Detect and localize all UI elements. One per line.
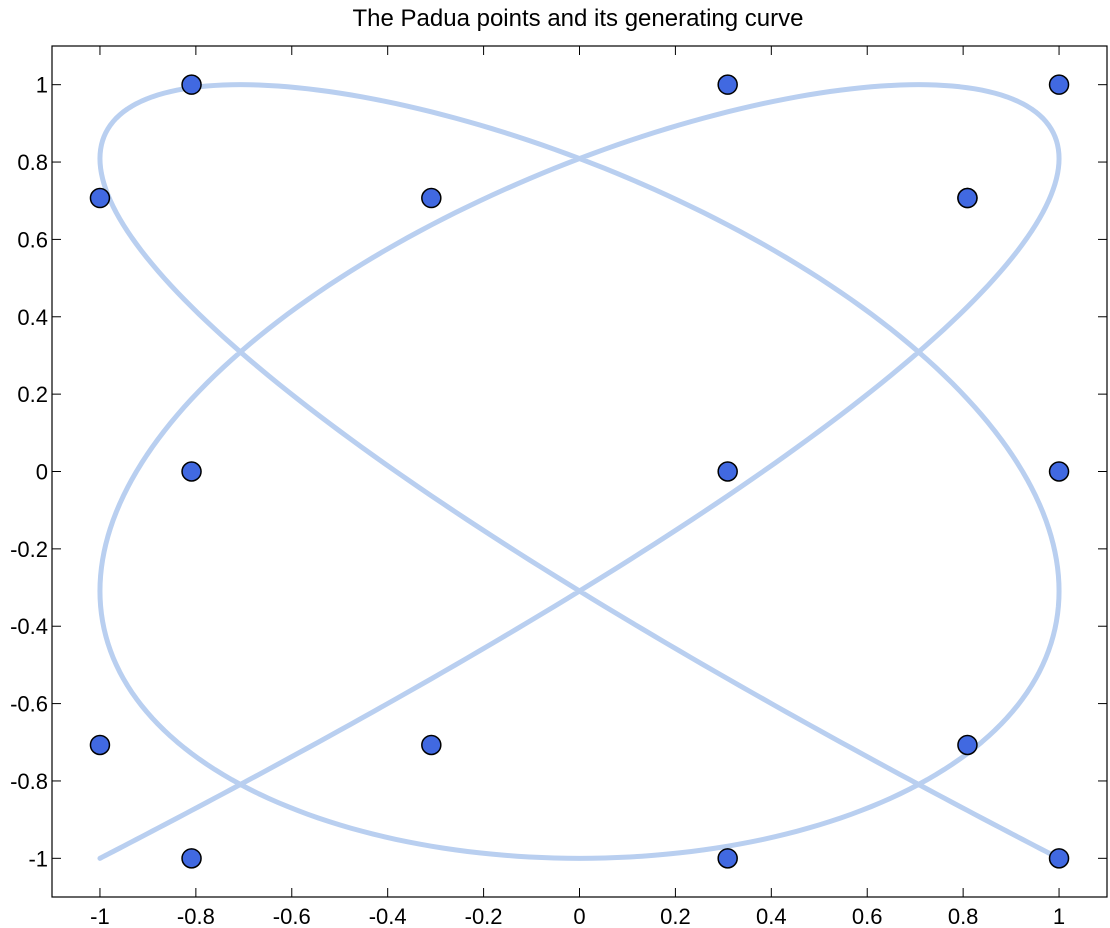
- generating-curve: [97, 82, 1062, 861]
- x-tick-label: -0.8: [177, 904, 215, 928]
- plot-frame: [51, 45, 1108, 898]
- y-tick-labels: -1 -0.8 -0.6 -0.4 -0.2 0 0.2 0.4 0.6 0.8 1: [10, 73, 48, 872]
- padua-point: [957, 187, 978, 209]
- padua-point: [717, 74, 738, 95]
- y-tick-label: 0.2: [17, 382, 48, 407]
- y-tick-label: 0.8: [17, 150, 48, 175]
- y-tick-label: 0.4: [17, 305, 48, 330]
- padua-point: [421, 187, 442, 209]
- padua-point: [181, 74, 202, 95]
- padua-point: [957, 734, 978, 756]
- padua-point: [717, 848, 738, 869]
- padua-point: [89, 734, 111, 756]
- y-tick-label: 1: [36, 73, 48, 98]
- y-tick-label: -1: [28, 846, 48, 871]
- padua-point: [421, 734, 442, 756]
- x-tick-label: 0.8: [948, 904, 979, 928]
- x-tick-label: 1: [1053, 904, 1065, 928]
- padua-point: [181, 848, 202, 869]
- y-tick-label: 0: [36, 460, 48, 485]
- plot-area: [52, 46, 1107, 897]
- x-tick-label: -0.4: [369, 904, 407, 928]
- x-tick-label: -0.6: [273, 904, 311, 928]
- y-tick-label: -0.8: [10, 769, 48, 794]
- padua-points-layer: [89, 74, 1070, 869]
- chart-title: The Padua points and its generating curv…: [353, 5, 804, 32]
- x-tick-label: 0.6: [852, 904, 883, 928]
- x-tick-label: 0.4: [756, 904, 787, 928]
- generating-curve-layer: [97, 82, 1062, 861]
- y-tick-label: -0.4: [10, 614, 48, 639]
- padua-point: [1048, 74, 1070, 95]
- y-tick-label: 0.6: [17, 227, 48, 252]
- padua-point: [1048, 848, 1070, 869]
- padua-point: [181, 461, 202, 482]
- x-tick-label: 0.2: [660, 904, 691, 928]
- x-tick-label: -1: [90, 904, 110, 928]
- x-tick-label: 0: [573, 904, 585, 928]
- padua-point: [717, 461, 738, 482]
- y-tick-label: -0.6: [10, 692, 48, 717]
- axis-ticks: [52, 46, 1107, 897]
- x-tick-label: -0.2: [465, 904, 503, 928]
- padua-point: [89, 187, 111, 209]
- x-tick-labels: -1 -0.8 -0.6 -0.4 -0.2 0 0.2 0.4 0.6 0.8 1: [90, 904, 1065, 928]
- padua-point: [1048, 461, 1070, 482]
- y-tick-label: -0.2: [10, 537, 48, 562]
